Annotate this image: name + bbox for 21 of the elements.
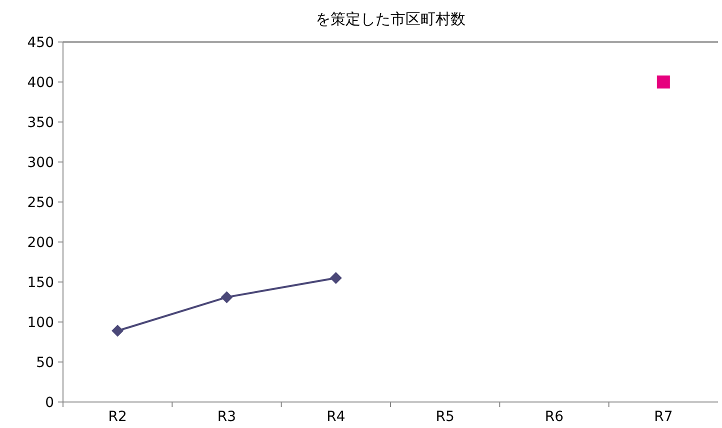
y-tick-label: 250 xyxy=(27,194,54,211)
y-tick-label: 50 xyxy=(36,354,54,371)
y-tick-label: 150 xyxy=(27,274,54,291)
y-tick-label: 300 xyxy=(27,154,54,171)
point xyxy=(112,324,124,337)
y-tick-label: 0 xyxy=(45,394,54,411)
y-tick-label: 450 xyxy=(27,34,54,51)
x-tick-label: R5 xyxy=(436,409,454,425)
chart-title: を策定した市区町村数 xyxy=(316,10,466,28)
y-tick-label: 100 xyxy=(27,314,54,331)
x-tick-label: R6 xyxy=(544,409,564,425)
point xyxy=(220,291,233,304)
x-tick-label: R7 xyxy=(654,409,673,425)
x-tick-label: R2 xyxy=(108,409,127,425)
x-tick-label: R4 xyxy=(326,409,346,425)
y-tick-label: 350 xyxy=(27,114,54,131)
y-tick-label: 200 xyxy=(27,234,54,251)
point xyxy=(656,76,670,88)
y-tick-label: 400 xyxy=(27,74,54,91)
point xyxy=(330,272,342,284)
x-tick-label: R3 xyxy=(217,409,236,425)
